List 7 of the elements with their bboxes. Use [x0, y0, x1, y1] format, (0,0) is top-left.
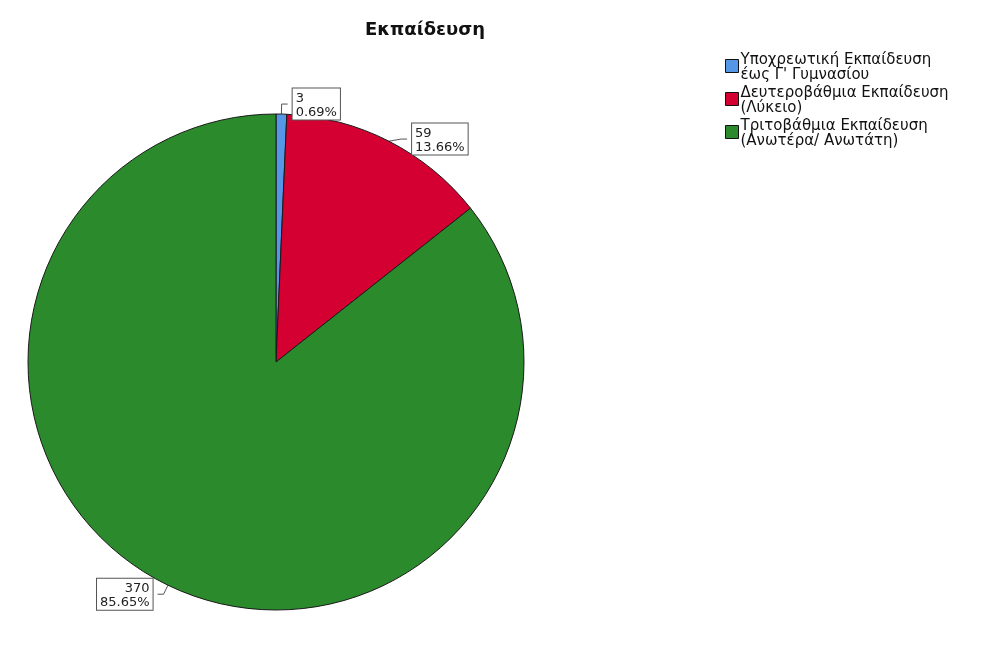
legend-label: Δευτεροβάθμια Εκπαίδευση (Λύκειο) [740, 82, 949, 116]
legend-label: Υποχρεωτική Εκπαίδευση έως Γ' Γυμνασίου [739, 49, 932, 83]
data-label: 59 13.66% [415, 124, 465, 154]
chart-title: Εκπαίδευση [364, 17, 486, 39]
legend-label: Τριτοβάθμια Εκπαίδευση (Ανωτέρα/ Ανωτάτη) [739, 115, 928, 149]
data-label: 370 85.65% [100, 579, 150, 609]
data-label: 3 0.69% [295, 89, 337, 119]
